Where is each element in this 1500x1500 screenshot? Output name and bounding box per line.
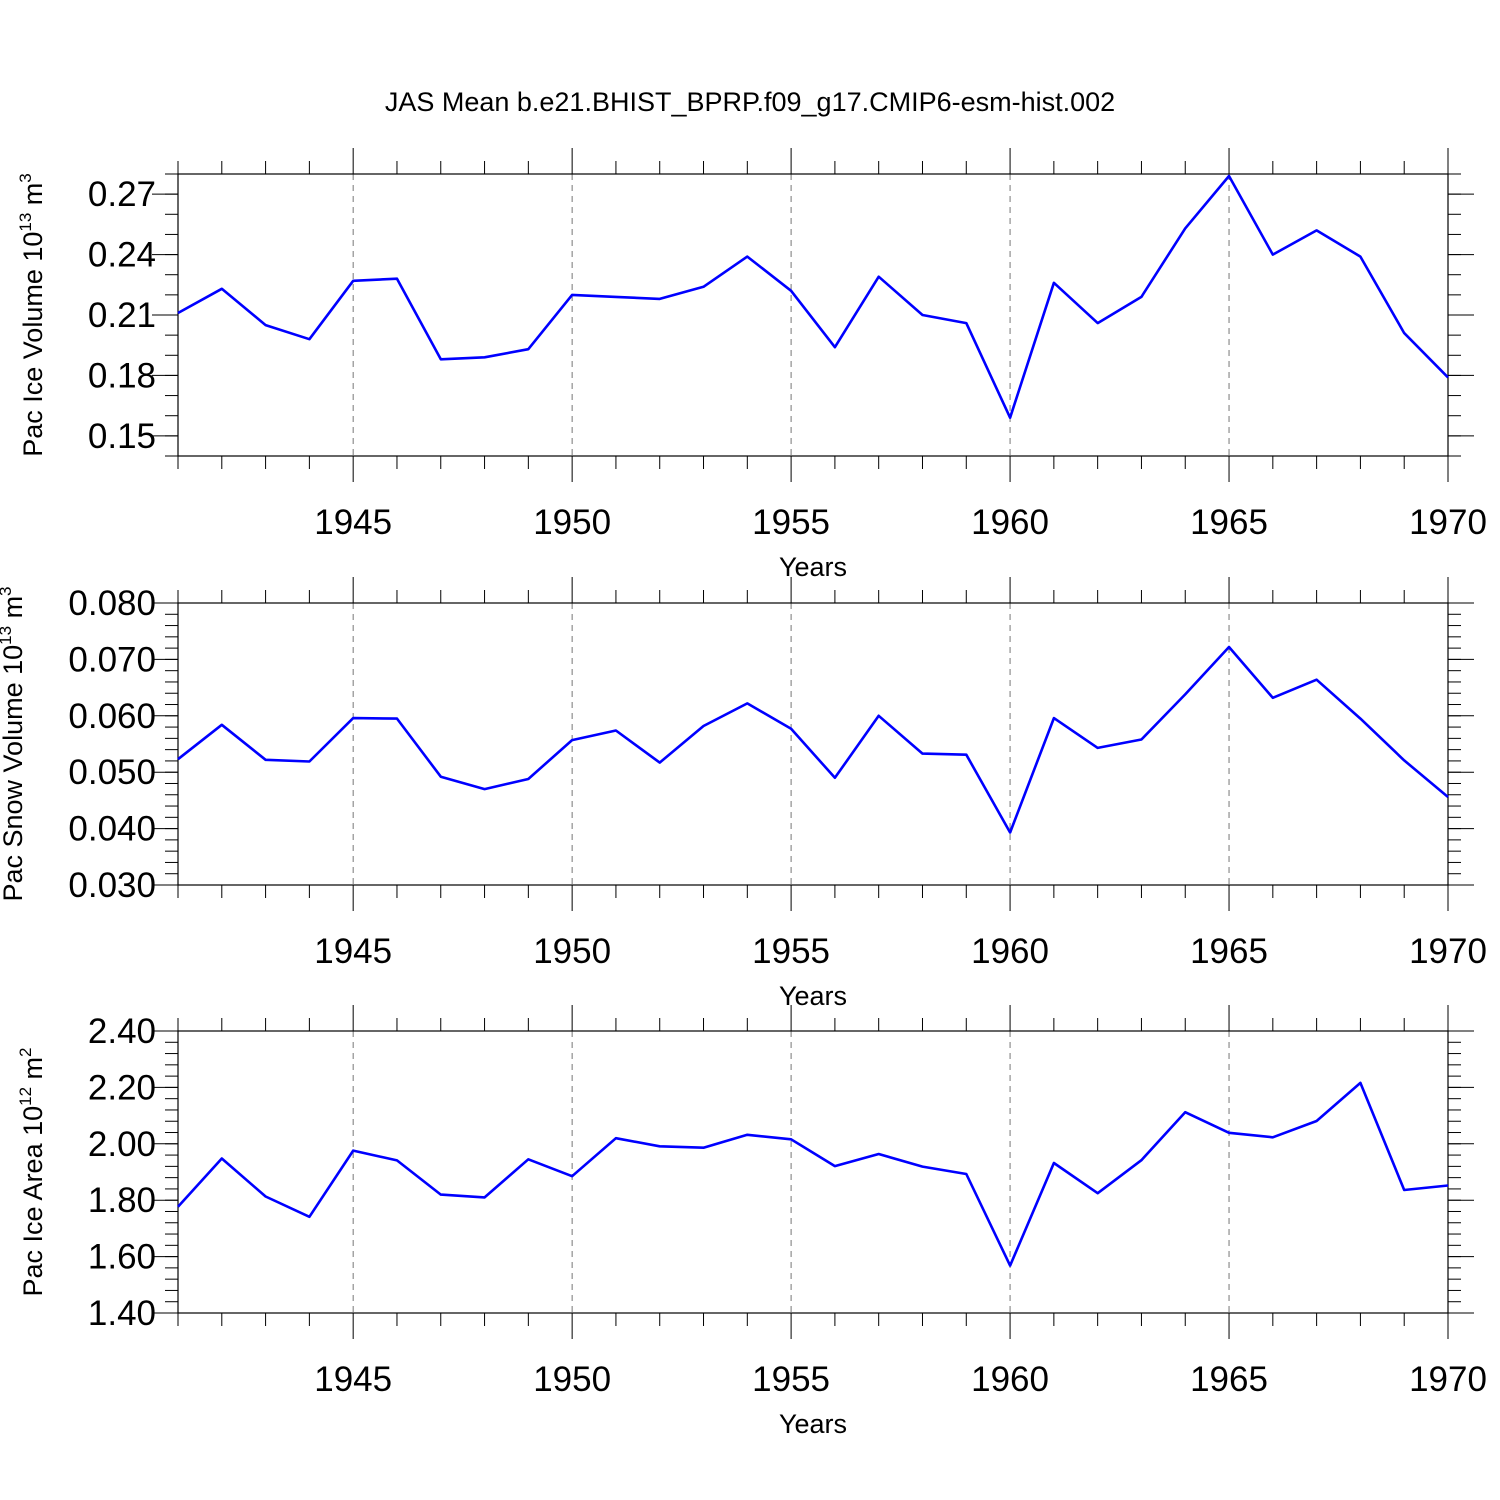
- p0-ytick-label-1: 0.18: [88, 356, 156, 395]
- p2-plot-frame: [177, 1030, 1449, 1314]
- p2-ytick-label-1: 1.60: [88, 1238, 156, 1277]
- p0-xtick-label-1970: 1970: [1409, 503, 1487, 542]
- p2-xtick-label-1960: 1960: [971, 1360, 1049, 1399]
- p0-xtick-label-1965: 1965: [1190, 503, 1268, 542]
- p1-xtick-label-1965: 1965: [1190, 932, 1268, 971]
- p2-x-axis-title: Years: [779, 1409, 847, 1439]
- p1-xtick-label-1945: 1945: [314, 932, 392, 971]
- p1-y-axis-title: Pac Snow Volume 1013 m3: [0, 586, 28, 901]
- p1-ytick-label-3: 0.060: [68, 697, 156, 736]
- p0-y-axis-title: Pac Ice Volume 1013 m3: [16, 173, 48, 457]
- p2-ytick-label-3: 2.00: [88, 1125, 156, 1164]
- p1-xtick-label-1950: 1950: [533, 932, 611, 971]
- p2-xtick-label-1950: 1950: [533, 1360, 611, 1399]
- panel-ice-area: 1945 1950 1955 1960 1965 1970 Years 1.40 1.60 1.8…: [16, 1005, 1487, 1439]
- p1-ytick-label-1: 0.040: [68, 810, 156, 849]
- p1-xtick-label-1970: 1970: [1409, 932, 1487, 971]
- p1-xtick-label-1960: 1960: [971, 932, 1049, 971]
- p1-xtick-label-1955: 1955: [752, 932, 830, 971]
- p1-ytick-label-5: 0.080: [68, 584, 156, 623]
- p1-ytick-label-0: 0.030: [68, 866, 156, 905]
- p0-xtick-label-1955: 1955: [752, 503, 830, 542]
- p0-series-line-0: [177, 174, 1449, 420]
- p0-x-axis-title: Years: [779, 552, 847, 582]
- p2-ytick-label-4: 2.20: [88, 1068, 156, 1107]
- p0-ytick-label-3: 0.24: [88, 236, 156, 275]
- p2-y-axis-title: Pac Ice Area 1012 m2: [16, 1047, 48, 1296]
- p1-ytick-label-4: 0.070: [68, 640, 156, 679]
- panel-snow-volume: 1945 1950 1955 1960 1965 1970 Years 0.030 0.040 0…: [0, 577, 1487, 1011]
- p2-ytick-label-2: 1.80: [88, 1181, 156, 1220]
- p2-xtick-label-1965: 1965: [1190, 1360, 1268, 1399]
- p2-xtick-label-1970: 1970: [1409, 1360, 1487, 1399]
- p0-ytick-label-0: 0.15: [88, 417, 156, 456]
- p2-xtick-label-1945: 1945: [314, 1360, 392, 1399]
- figure-title: JAS Mean b.e21.BHIST_BPRP.f09_g17.CMIP6-…: [385, 87, 1115, 117]
- p0-ytick-label-2: 0.21: [88, 296, 156, 335]
- p2-ytick-label-5: 2.40: [88, 1012, 156, 1051]
- p0-xtick-label-1945: 1945: [314, 503, 392, 542]
- p1-x-axis-title: Years: [779, 981, 847, 1011]
- p1-plot-frame: [177, 602, 1449, 886]
- p0-ytick-label-4: 0.27: [88, 175, 156, 214]
- p2-ytick-label-0: 1.40: [88, 1294, 156, 1333]
- p1-series-line-0: [177, 645, 1449, 834]
- p2-series-line-0: [177, 1081, 1449, 1267]
- p0-xtick-label-1950: 1950: [533, 503, 611, 542]
- p1-ytick-label-2: 0.050: [68, 753, 156, 792]
- p0-plot-frame: [177, 173, 1449, 457]
- panel-ice-volume: 1945 1950 1955 1960 1965 1970 Years 0.15 0.18 0.2…: [16, 148, 1487, 582]
- p2-xtick-label-1955: 1955: [752, 1360, 830, 1399]
- p0-xtick-label-1960: 1960: [971, 503, 1049, 542]
